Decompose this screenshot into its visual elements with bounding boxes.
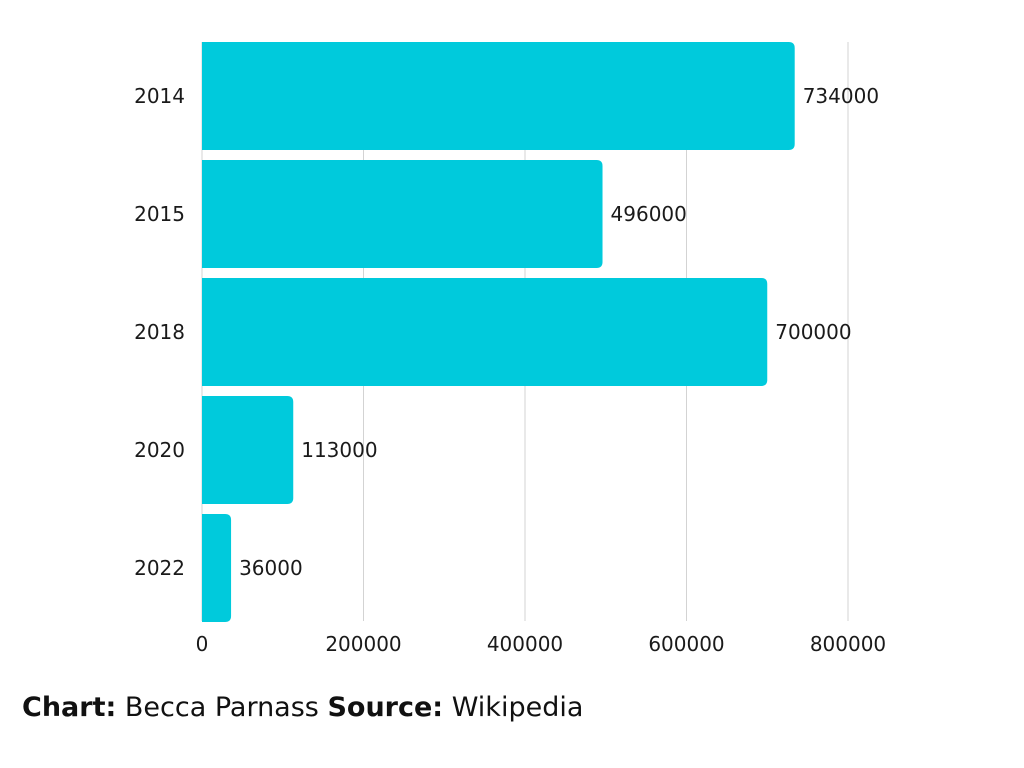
category-label-2014: 2014	[134, 84, 185, 108]
bar-2014	[202, 42, 795, 150]
x-tick-label-600000: 600000	[648, 632, 724, 656]
bar-2020	[202, 396, 294, 504]
chart-credit-label: Chart:	[22, 692, 117, 723]
category-label-2015: 2015	[134, 202, 185, 226]
bar-2015	[202, 160, 603, 268]
x-tick-label-400000: 400000	[487, 632, 563, 656]
chart-credit-author: Becca Parnass	[124, 692, 319, 723]
source-label: Source:	[327, 692, 444, 723]
category-label-2018: 2018	[134, 320, 185, 344]
source-value: Wikipedia	[451, 692, 584, 723]
bar-2022	[202, 514, 232, 622]
x-tick-label-800000: 800000	[810, 632, 886, 656]
data-label-2022: 36000	[239, 556, 303, 580]
bar-chart: 2014 734000 2015 496000 2018 700000 2020 113000…	[134, 42, 886, 656]
x-tick-label-0: 0	[196, 632, 209, 656]
chart-canvas: 2014 734000 2015 496000 2018 700000 2020 113000…	[134, 42, 886, 656]
x-tick-label-200000: 200000	[325, 632, 401, 656]
data-label-2014: 734000	[803, 84, 879, 108]
data-label-2018: 700000	[775, 320, 851, 344]
category-label-2022: 2022	[134, 556, 185, 580]
data-label-2020: 113000	[301, 438, 377, 462]
bar-2018	[202, 278, 768, 386]
chart-credit: Chart: Becca Parnass Source: Wikipedia	[22, 690, 583, 726]
data-label-2015: 496000	[611, 202, 687, 226]
category-label-2020: 2020	[134, 438, 185, 462]
